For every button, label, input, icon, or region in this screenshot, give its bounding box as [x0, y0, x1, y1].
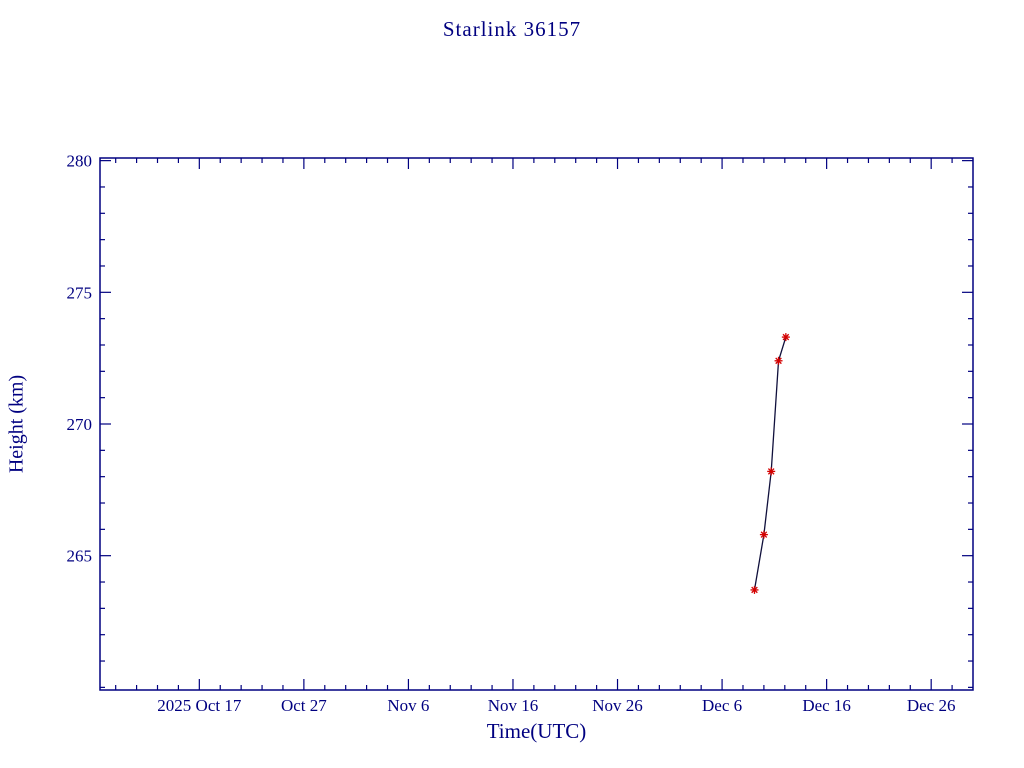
x-tick-label: Nov 16: [488, 696, 539, 715]
x-tick-label: Oct 27: [281, 696, 327, 715]
data-point-marker: [767, 468, 775, 475]
chart-title: Starlink 36157: [442, 17, 582, 41]
data-point-marker: [760, 531, 768, 538]
x-tick-label: 2025 Oct 17: [157, 696, 242, 715]
y-tick-label: 265: [67, 547, 93, 566]
y-tick-label: 280: [67, 152, 93, 171]
data-point-marker: [775, 357, 782, 365]
plot-box: [99, 157, 974, 691]
y-tick-label: 275: [67, 283, 93, 302]
x-tick-label: Nov 6: [387, 696, 429, 715]
x-tick-label: Dec 26: [907, 696, 956, 715]
series-line: [753, 336, 787, 591]
x-tick-label: Dec 16: [802, 696, 851, 715]
x-tick-label: Nov 26: [592, 696, 643, 715]
x-axis-label: Time(UTC): [486, 719, 587, 743]
y-tick-label: 270: [67, 415, 93, 434]
data-point-marker: [751, 586, 758, 594]
data-point-marker: [782, 333, 790, 341]
x-tick-label: Dec 6: [702, 696, 742, 715]
